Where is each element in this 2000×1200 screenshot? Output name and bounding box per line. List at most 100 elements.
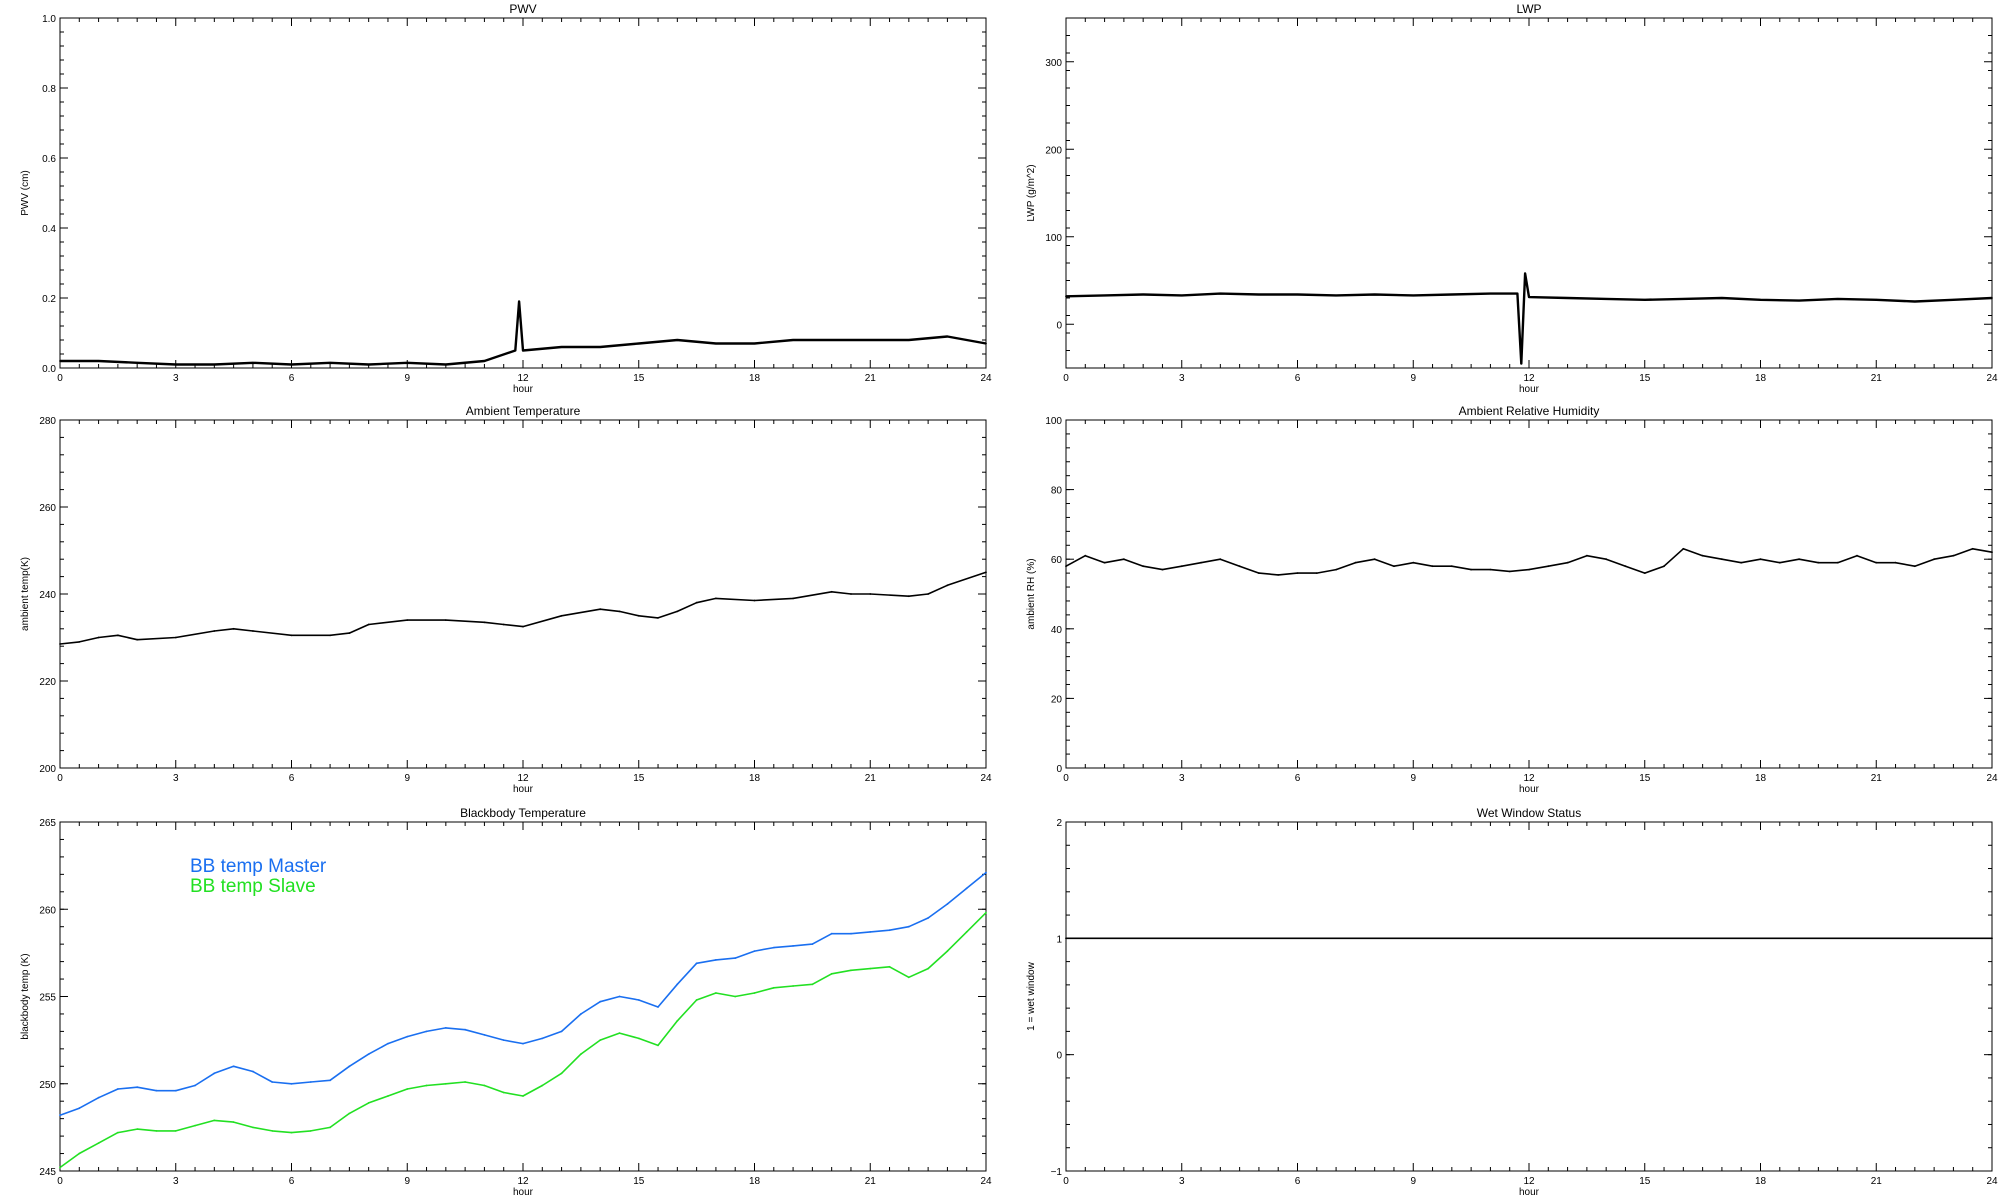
data-point: [252, 630, 254, 632]
data-point: [329, 1126, 331, 1129]
data-point: [1759, 298, 1762, 301]
x-axis-label: hour: [1519, 1187, 1540, 1198]
y-tick-label: 100: [1045, 233, 1062, 244]
data-point: [348, 632, 351, 634]
y-tick-label: 245: [39, 1167, 56, 1178]
data-point: [502, 1091, 505, 1094]
data-point: [927, 917, 929, 919]
data-point: [483, 1084, 486, 1087]
y-tick-label: 260: [39, 905, 56, 916]
x-tick-label: 18: [749, 1176, 761, 1187]
data-point: [1296, 293, 1299, 296]
y-axis-label: PWV (cm): [20, 170, 31, 216]
data-point: [155, 1130, 158, 1132]
x-tick-label: 6: [1295, 1176, 1301, 1187]
data-point: [194, 1124, 196, 1127]
series-line-2: [59, 912, 987, 1169]
y-axis-label: ambient temp(K): [20, 557, 31, 631]
chart-title: PWV: [509, 2, 536, 16]
plot-frame: [59, 17, 987, 369]
data-point: [97, 360, 100, 362]
data-point: [1103, 294, 1106, 297]
data-point: [514, 349, 517, 352]
chart-panel-5: Blackbody Temperature 0 3 6 9 12 15 18 21 24 hour 2…: [20, 806, 992, 1198]
y-tick-label: 80: [1051, 486, 1063, 497]
data-point: [1856, 554, 1858, 557]
data-point: [387, 1042, 389, 1045]
data-point: [541, 1037, 544, 1040]
data-point: [1701, 554, 1704, 557]
y-axis-label: 1 = wet window: [1026, 961, 1037, 1030]
y-tick-label: 260: [39, 503, 56, 514]
data-point: [560, 614, 563, 617]
data-point: [907, 925, 910, 928]
x-tick-label: 12: [517, 373, 529, 384]
data-point: [232, 627, 235, 630]
x-tick-label: 18: [749, 373, 761, 384]
data-point: [599, 1000, 602, 1003]
data-point: [985, 911, 987, 914]
x-tick-label: 18: [1755, 1176, 1767, 1187]
data-point: [252, 1126, 254, 1129]
y-axis-label: ambient RH (%): [1026, 558, 1037, 629]
chart-title: Wet Window Status: [1477, 806, 1581, 820]
data-point: [811, 943, 814, 945]
y-tick-label: 0.2: [42, 294, 56, 305]
data-point: [1219, 292, 1222, 295]
data-point: [1933, 558, 1935, 561]
data-point: [985, 871, 987, 874]
data-point: [1335, 294, 1337, 297]
data-point: [522, 625, 524, 628]
x-tick-label: 24: [1986, 1176, 1998, 1187]
data-point: [117, 1131, 119, 1134]
data-point: [907, 595, 910, 598]
data-point: [1238, 565, 1241, 568]
data-point: [1142, 293, 1145, 296]
plot-frame: [1065, 419, 1993, 769]
data-point: [560, 1072, 563, 1075]
data-point: [1952, 554, 1955, 557]
data-point: [1605, 558, 1608, 561]
data-point: [792, 945, 794, 947]
data-point: [734, 995, 737, 998]
data-point: [599, 1039, 602, 1041]
data-point: [290, 1082, 293, 1085]
data-point: [715, 959, 717, 961]
x-tick-label: 3: [1179, 1176, 1185, 1187]
data-point: [753, 992, 756, 994]
data-point: [425, 1084, 428, 1087]
chart-panel-2: LWP 0 3 6 9 12 15 18 21 24 hour 0 100 200 300 LWP (g/m^…: [1026, 2, 1998, 395]
data-point: [232, 1121, 235, 1123]
y-axis-label: blackbody temp (K): [20, 953, 31, 1039]
data-point: [97, 1096, 100, 1099]
data-point: [387, 1095, 389, 1097]
legend-entry: BB temp Slave: [190, 876, 316, 897]
y-tick-label: 20: [1051, 694, 1063, 705]
data-point: [483, 360, 486, 362]
data-point: [1431, 565, 1434, 568]
data-point: [1200, 561, 1202, 564]
x-tick-label: 0: [57, 373, 63, 384]
data-point: [1258, 572, 1260, 574]
series-line-1: [1065, 548, 1993, 576]
data-point: [155, 1089, 158, 1092]
y-tick-label: 0.4: [42, 224, 56, 235]
data-point: [444, 363, 447, 366]
data-point: [1798, 299, 1800, 302]
data-point: [1721, 558, 1723, 561]
data-point: [772, 946, 775, 949]
data-point: [599, 608, 602, 611]
data-point: [1065, 295, 1067, 298]
data-point: [830, 590, 833, 593]
y-tick-label: 60: [1051, 555, 1063, 566]
data-point: [1798, 558, 1800, 561]
data-point: [753, 342, 756, 345]
data-point: [1450, 293, 1453, 296]
data-point: [1991, 297, 1993, 299]
series-line-1: [1065, 272, 1993, 365]
x-tick-label: 3: [173, 373, 179, 384]
data-point: [1682, 547, 1685, 550]
data-point: [1412, 561, 1415, 564]
data-point: [1277, 574, 1280, 576]
data-point: [580, 1013, 582, 1015]
